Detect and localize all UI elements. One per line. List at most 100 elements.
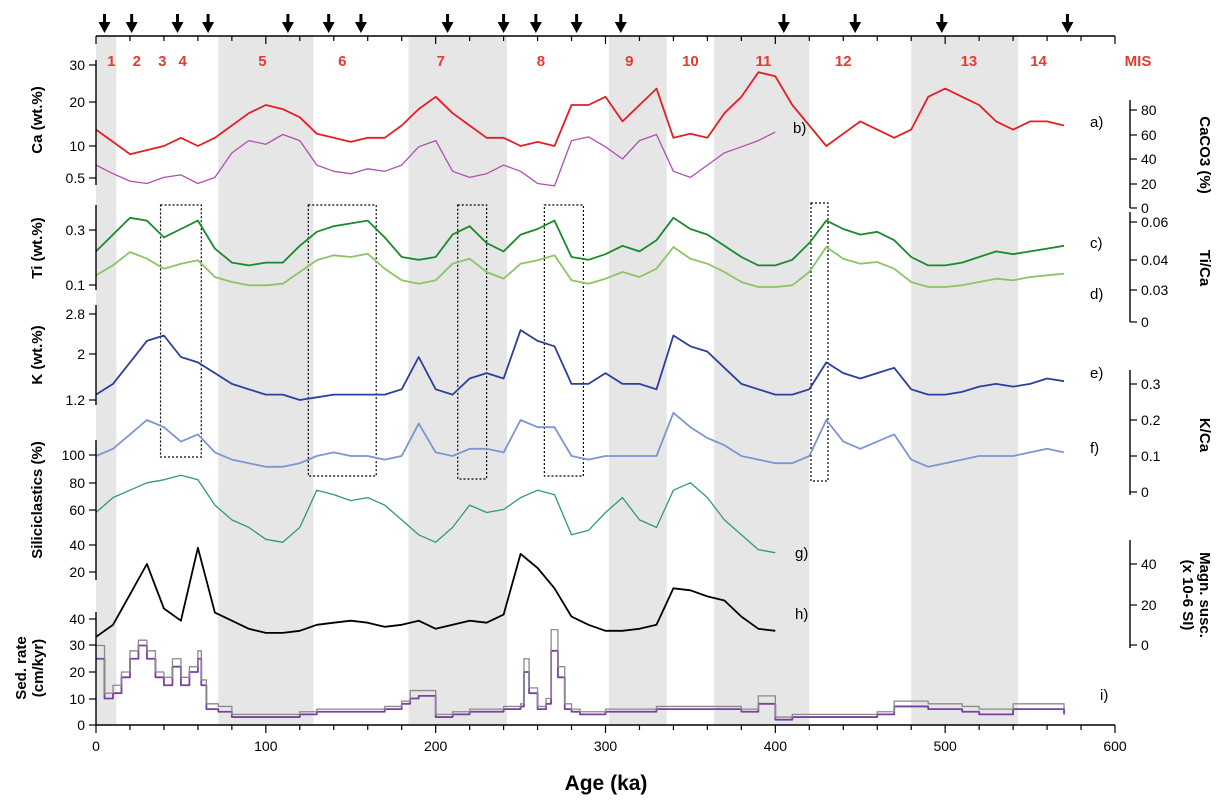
arrow-head [125, 22, 138, 33]
arrow-head [281, 22, 294, 33]
mis-label-14: 14 [1030, 53, 1047, 70]
left-axis-title: Ca (wt.%) [29, 86, 46, 154]
mis-label-11: 11 [756, 53, 772, 70]
right-tick-label: 60 [1141, 127, 1157, 143]
mis-band-5 [911, 36, 1019, 725]
right-tick-label: 0.06 [1141, 214, 1168, 230]
arrow-head [441, 22, 454, 33]
mis-label-10: 10 [682, 53, 699, 70]
left-tick-label: 20 [69, 664, 85, 680]
tie-point-arrow-3 [202, 14, 215, 33]
series-tica [95, 246, 1065, 288]
arrow-head [777, 22, 790, 33]
series-caco3 [95, 131, 776, 187]
arrow-head [322, 22, 335, 33]
right-axis-title: Magn. susc. [1196, 552, 1213, 638]
left-axis-title-2: (cm/kyr) [30, 639, 47, 697]
left-tick-label: 2 [77, 346, 85, 362]
series-sed2 [96, 628, 1065, 718]
left-tick-label: 0 [77, 717, 85, 733]
right-tick-label: 40 [1141, 556, 1157, 572]
right-tick-label: 0.3 [1141, 376, 1161, 392]
tie-point-arrow-2 [171, 14, 184, 33]
right-axis-2: 0.3 0.2 0.1 0 K/Ca [1129, 370, 1213, 500]
top-axis [95, 35, 1116, 44]
right-tick-label: 0.1 [1141, 448, 1161, 464]
mis-label-3: 3 [158, 53, 166, 70]
left-tick-label: 10 [69, 691, 85, 707]
mis-label-1: 1 [107, 53, 115, 70]
right-tick-label: 0.04 [1141, 252, 1168, 268]
left-tick-label: 0.1 [66, 277, 86, 293]
right-axis-title: K/Ca [1196, 418, 1213, 453]
x-tick-label-100: 100 [254, 738, 278, 754]
panel-label-a: a) [1090, 114, 1103, 131]
tie-point-arrow-0 [98, 14, 111, 33]
tie-point-arrow-15 [1061, 14, 1074, 33]
tie-point-arrow-5 [322, 14, 335, 33]
arrow-head [849, 22, 862, 33]
right-axis-title-2: (x 10-6 SI) [1179, 560, 1196, 631]
mis-shaded-bands [96, 36, 1019, 725]
data-series [95, 71, 1065, 721]
left-tick-label: 2.8 [66, 306, 86, 322]
arrow-head [529, 22, 542, 33]
mis-label-9: 9 [625, 53, 633, 70]
series-sil [95, 474, 776, 554]
mis-label-7: 7 [437, 53, 445, 70]
x-axis: 0 100 200 300 400 500 600 [92, 724, 1127, 754]
x-axis-title: Age (ka) [565, 772, 648, 795]
right-axis-title: CaCO3 (%) [1196, 116, 1213, 194]
tie-point-arrow-1 [125, 14, 138, 33]
tie-point-arrow-4 [281, 14, 294, 33]
right-tick-label: 0.2 [1141, 412, 1161, 428]
right-tick-label: 20 [1141, 597, 1157, 613]
mis-label-4: 4 [178, 53, 187, 70]
panel-label-f: f) [1090, 440, 1099, 457]
left-axis-title: Siliciclastics (%) [29, 441, 46, 559]
x-tick-label-500: 500 [933, 738, 957, 754]
x-tick-label-300: 300 [594, 738, 618, 754]
right-tick-label: 80 [1141, 102, 1157, 118]
left-tick-label: 20 [69, 564, 85, 580]
series-mag [95, 546, 776, 638]
x-tick-label-0: 0 [92, 738, 100, 754]
mis-label-13: 13 [961, 53, 978, 70]
left-tick-label: 100 [62, 447, 86, 463]
mis-label-8: 8 [537, 53, 545, 70]
left-tick-label: 60 [69, 502, 85, 518]
left-tick-label: 0.3 [66, 222, 86, 238]
left-tick-label: 10 [69, 138, 85, 154]
right-tick-label: 20 [1141, 176, 1157, 192]
arrow-head [570, 22, 583, 33]
right-axis-1: 0.06 0.04 0.03 0 Ti/Ca [1129, 212, 1213, 330]
arrow-head [614, 22, 627, 33]
left-axis-title: Ti (wt.%) [29, 217, 46, 278]
left-tick-label: 40 [69, 537, 85, 553]
dotted-box-1 [307, 204, 377, 477]
x-tick-label-600: 600 [1103, 738, 1127, 754]
tie-point-arrow-9 [529, 14, 542, 33]
tie-point-arrow-10 [570, 14, 583, 33]
dotted-box-2 [457, 204, 488, 480]
left-tick-label: 1.2 [66, 392, 86, 408]
left-axis-1: 0.3 0.1 Ti (wt.%) [29, 205, 97, 293]
mis-band-2 [408, 36, 507, 725]
series-kca [95, 411, 1065, 468]
left-tick-label: 40 [69, 611, 85, 627]
left-axis-title: Sed. rate [13, 636, 30, 699]
panel-label-g: g) [795, 545, 808, 562]
tie-point-arrow-6 [354, 14, 367, 33]
left-tick-label: 30 [69, 637, 85, 653]
series-k [95, 329, 1065, 401]
mis-labels: 1 2 3 4 5 6 7 8 9 10 11 12 13 14 MIS [107, 53, 1151, 70]
right-axis-3: 40 20 0 Magn. susc.(x 10-6 SI) [1129, 540, 1213, 653]
tie-point-arrow-7 [441, 14, 454, 33]
right-tick-label: 0 [1141, 484, 1149, 500]
x-tick-label-400: 400 [764, 738, 788, 754]
left-tick-label: 20 [69, 94, 85, 110]
panel-label-d: d) [1090, 286, 1103, 303]
arrow-head [935, 22, 948, 33]
